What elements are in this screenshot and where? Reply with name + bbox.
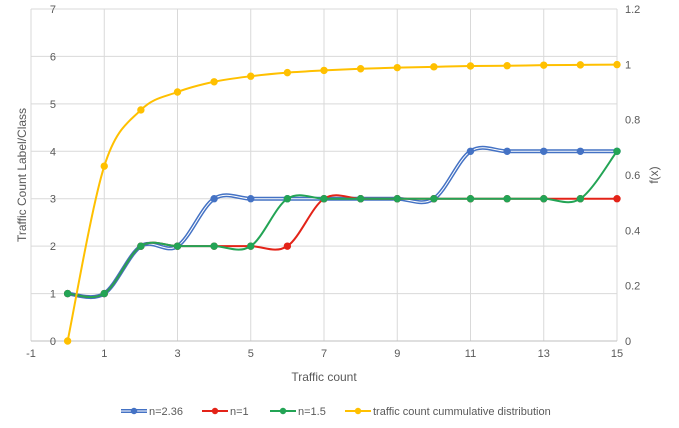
grid-lines [30,8,618,341]
data-point-n-2-36 [540,147,548,155]
data-point-n-1-5 [63,289,72,298]
data-point-n-1-5 [283,195,292,203]
series-line-traffic-count-cummulative-distribution [66,63,618,342]
data-point-traffic-count-cummulative-distribution [503,62,511,70]
data-point-traffic-count-cummulative-distribution [137,106,145,114]
x-tick-label: 9 [394,348,400,360]
y2-tick-label: 0.6 [625,170,640,182]
secondary-y-axis-title: f(x) [647,166,661,183]
data-point-traffic-count-cummulative-distribution [356,65,365,73]
y2-tick-label: 0.4 [625,225,640,237]
y2-tick-label: 1.2 [625,4,640,16]
data-point-traffic-count-cummulative-distribution [613,60,621,69]
data-point-n-1-5 [430,195,438,203]
x-tick-label: 15 [611,348,623,360]
legend-item-n-1: n=1 [202,406,249,418]
y-tick-label: 4 [50,146,56,158]
data-point-n-1-5 [137,242,145,250]
x-tick-label: 5 [248,348,254,360]
series-line-n-2-36 [67,145,617,300]
x-tick-label: 3 [174,348,180,360]
y-tick-label: 3 [50,194,56,206]
data-point-traffic-count-cummulative-distribution [430,63,438,71]
data-point-n-1-5 [356,195,365,203]
data-point-traffic-count-cummulative-distribution [283,68,292,77]
y2-tick-label: 0.8 [625,115,640,127]
data-point-n-1-5 [540,195,548,203]
data-point-n-2-36 [466,147,475,155]
x-tick-label: 11 [465,348,476,360]
x-tick-label: 13 [538,348,550,360]
y2-tick-label: 1 [625,59,631,71]
data-point-n-1-5 [393,195,401,203]
legend-item-n-2-36: n=2.36 [121,406,183,418]
y2-tick-label: 0 [625,336,631,348]
y-axis-title: Traffic Count Label/Class [15,108,29,242]
series-line-highlight-n-2-36 [67,147,617,298]
data-point-n-1-5 [576,195,585,203]
data-point-traffic-count-cummulative-distribution [63,337,72,345]
legend-label: traffic count cummulative distribution [373,406,551,418]
data-point-traffic-count-cummulative-distribution [466,62,475,70]
legend-item-n-1-5: n=1.5 [270,406,326,418]
data-point-traffic-count-cummulative-distribution [320,66,328,75]
y-tick-label: 6 [50,51,56,63]
data-point-n-1-5 [247,242,255,250]
data-point-traffic-count-cummulative-distribution [173,88,182,96]
legend-marker [130,407,138,415]
x-tick-label: 7 [321,348,327,360]
data-point-traffic-count-cummulative-distribution [210,78,218,86]
legend-label: n=1.5 [298,406,326,418]
x-tick-label: 1 [101,348,107,360]
series-traffic-count-cummulative-distribution [63,60,621,345]
legend-marker [211,407,219,415]
data-point-n-2-36 [210,195,218,203]
data-point-n-1-5 [503,195,511,203]
legend-marker [279,407,287,415]
data-point-n-1 [613,195,621,203]
x-axis-title: Traffic count [291,370,357,384]
data-point-n-2-36 [247,195,255,203]
y2-tick-label: 0.2 [625,281,640,293]
data-point-n-1-5 [210,242,218,250]
series-line-n-1-5 [67,150,618,299]
x-tick-label: -1 [26,348,36,360]
legend-label: n=1 [230,406,249,418]
y-tick-label: 5 [50,99,56,111]
y-tick-label: 7 [50,4,56,16]
y-tick-label: 2 [50,241,56,253]
data-point-n-1-5 [173,242,182,250]
y-tick-label: 0 [50,336,56,348]
legend: n=2.36 n=1 n=1.5 traffic count cummulative … [121,406,551,418]
legend-item-traffic-count-cummulative-distribution: traffic count cummulative distribution [345,406,551,418]
series-n-1-5 [63,147,621,299]
y-tick-label: 1 [50,289,56,301]
data-point-traffic-count-cummulative-distribution [393,63,401,72]
data-point-n-2-36 [503,147,511,155]
data-point-traffic-count-cummulative-distribution [540,61,548,69]
data-point-traffic-count-cummulative-distribution [100,162,108,170]
legend-marker [354,407,362,415]
data-point-n-2-36 [576,147,585,155]
data-point-traffic-count-cummulative-distribution [247,72,255,80]
data-point-n-1-5 [466,195,475,203]
data-point-n-1-5 [613,147,621,155]
data-point-traffic-count-cummulative-distribution [576,61,585,69]
data-point-n-1-5 [100,289,108,298]
data-point-n-1-5 [320,195,328,203]
series-n-2-36 [63,145,621,300]
legend-label: n=2.36 [149,406,183,418]
data-point-n-1 [283,242,292,250]
plot-area [63,60,621,345]
